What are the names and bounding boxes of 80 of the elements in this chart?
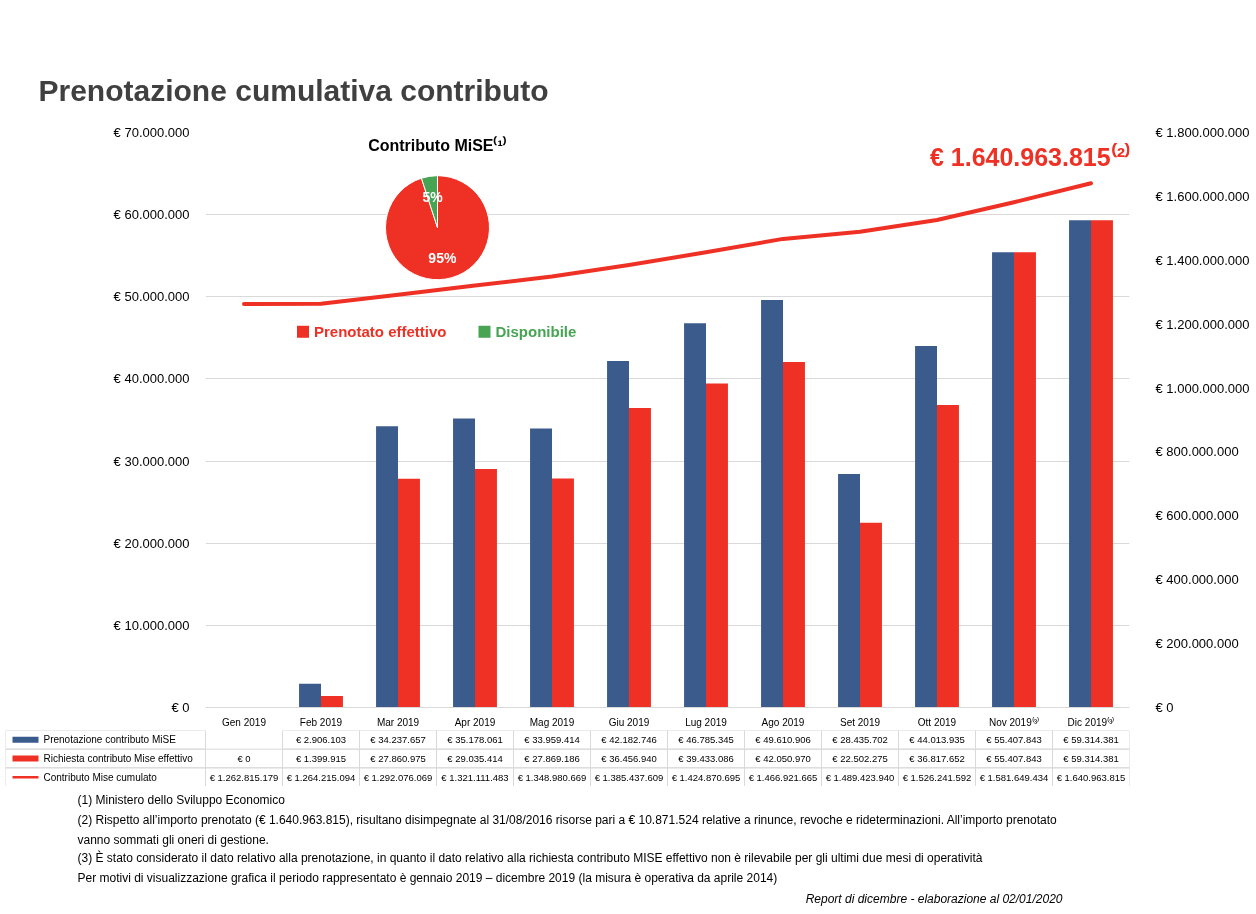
data-label: € 1.526.241.592 — [902, 771, 972, 783]
data-label: € 55.407.843 — [986, 734, 1042, 746]
data-label: € 35.178.061 — [447, 734, 503, 746]
data-label: € 22.502.275 — [832, 753, 888, 764]
data-label: € 2.906.103 — [295, 734, 347, 746]
data-label: € 36.817.652 — [909, 753, 965, 764]
y-tick-label: € 60.000.000 — [113, 207, 190, 223]
data-label: € 1.399.915 — [295, 753, 347, 764]
x-tick-label: Dic 2019⁽³⁾ — [1067, 715, 1115, 728]
data-label: € 49.610.906 — [755, 734, 811, 746]
data-label: € 28.435.702 — [832, 734, 888, 746]
data-label: € 36.456.940 — [601, 753, 657, 764]
y2-tick-label: € 800.000.000 — [1155, 444, 1239, 460]
y2-tick-label: € 1.600.000.000 — [1155, 188, 1250, 204]
y-tick-label: € 20.000.000 — [113, 535, 190, 551]
chart-title: Prenotazione cumulativa contributo — [38, 73, 549, 107]
legend-label: Richiesta contributo Mise effettivo — [43, 753, 194, 764]
data-label: € 1.262.815.179 — [209, 771, 279, 783]
data-label: € 44.013.935 — [909, 734, 965, 746]
x-tick-label: Ott 2019 — [917, 716, 957, 728]
data-label: 5% — [422, 189, 444, 206]
data-label: € 55.407.843 — [986, 753, 1042, 764]
y-tick-label: € 40.000.000 — [113, 371, 190, 387]
data-label: € 1.292.076.069 — [363, 771, 433, 783]
x-tick-label: Feb 2019 — [299, 716, 343, 728]
legend-label: Prenotazione contributo MiSE — [43, 734, 177, 746]
data-label: € 33.959.414 — [524, 734, 580, 746]
data-label: € 42.050.970 — [755, 753, 811, 764]
data-label: 95% — [428, 250, 457, 267]
x-tick-label: Apr 2019 — [454, 716, 496, 728]
y2-tick-label: € 1.800.000.000 — [1155, 125, 1250, 140]
text: Report di dicembre - elaborazione al 02/01/2020 — [805, 891, 1063, 906]
y2-tick-label: € 200.000.000 — [1155, 636, 1239, 652]
data-label: € 59.314.381 — [1063, 734, 1119, 746]
chart-title: Contributo MiSE⁽¹⁾ — [368, 135, 507, 154]
text: (1) Ministero dello Sviluppo Economico — [77, 792, 286, 807]
y-tick-label: € 30.000.000 — [113, 453, 190, 469]
x-tick-label: Lug 2019 — [685, 716, 728, 728]
x-tick-label: Gen 2019 — [222, 716, 267, 728]
data-label: € 29.035.414 — [447, 753, 503, 764]
y-tick-label: € 50.000.000 — [113, 289, 190, 305]
text: Per motivi di visualizzazione grafica il periodo rappresentato è gennaio 2019 – dicembre 2019 (la misura è operativa da aprile 2014) — [77, 871, 778, 886]
x-tick-label: Mar 2019 — [376, 716, 420, 728]
legend-label: Contributo Mise cumulato — [43, 771, 158, 783]
legend-label: Disponibile — [495, 323, 577, 341]
y-tick-label: € 70.000.000 — [113, 125, 190, 140]
data-label: € 27.860.975 — [370, 753, 426, 764]
text: (3) È stato considerato il dato relativo alla prenotazione, in quanto il dato relativo alla richiesta contributo MISE effettivo non è rilevabile per gli ultimi due mesi di operatività — [77, 849, 983, 865]
y2-tick-label: € 400.000.000 — [1155, 572, 1239, 588]
data-label: € 59.314.381 — [1063, 753, 1119, 764]
data-label: € 0 — [237, 753, 251, 764]
legend-label: Prenotato effettivo — [314, 323, 447, 341]
data-label: € 42.182.746 — [601, 734, 657, 746]
data-label: € 1.424.870.695 — [671, 771, 741, 783]
data-label: € 1.640.963.815 — [1056, 771, 1126, 783]
data-label: € 1.489.423.940 — [825, 771, 895, 783]
x-tick-label: Set 2019 — [839, 716, 881, 728]
data-label: € 27.869.186 — [524, 753, 580, 764]
y2-tick-label: € 600.000.000 — [1155, 508, 1239, 524]
y2-tick-label: € 1.000.000.000 — [1155, 380, 1250, 396]
data-label: € 1.348.980.669 — [517, 771, 587, 783]
x-tick-label: Nov 2019⁽³⁾ — [988, 715, 1040, 728]
y-tick-label: € 0 — [171, 700, 190, 715]
data-label: € 1.581.649.434 — [979, 771, 1049, 783]
data-label: € 1.321.111.483 — [441, 771, 509, 783]
data-label: € 1.264.215.094 — [286, 771, 356, 783]
data-label: € 1.385.437.609 — [594, 771, 664, 783]
y2-tick-label: € 1.400.000.000 — [1155, 252, 1250, 268]
x-tick-label: Mag 2019 — [529, 716, 575, 728]
y-tick-label: € 10.000.000 — [113, 617, 190, 633]
data-label: € 39.433.086 — [678, 753, 734, 764]
x-tick-label: Giu 2019 — [608, 716, 650, 728]
annotation: € 1.640.963.815⁽²⁾ — [929, 142, 1132, 172]
x-tick-label: Ago 2019 — [761, 716, 805, 728]
data-label: € 46.785.345 — [678, 734, 734, 746]
y2-tick-label: € 0 — [1155, 700, 1174, 715]
data-label: € 34.237.657 — [370, 734, 426, 746]
data-label: € 1.466.921.665 — [748, 771, 818, 783]
y2-tick-label: € 1.200.000.000 — [1155, 316, 1250, 332]
text: (2) Rispetto all’importo prenotato (€ 1.640.963.815), risultano disimpegnate al 31/08/2016 risorse pari a € 10.871.524 relative a rinunce, revoche e rideterminazioni. All’importo prenotato vanno sommati gli oneri di gestione. — [77, 812, 1058, 848]
